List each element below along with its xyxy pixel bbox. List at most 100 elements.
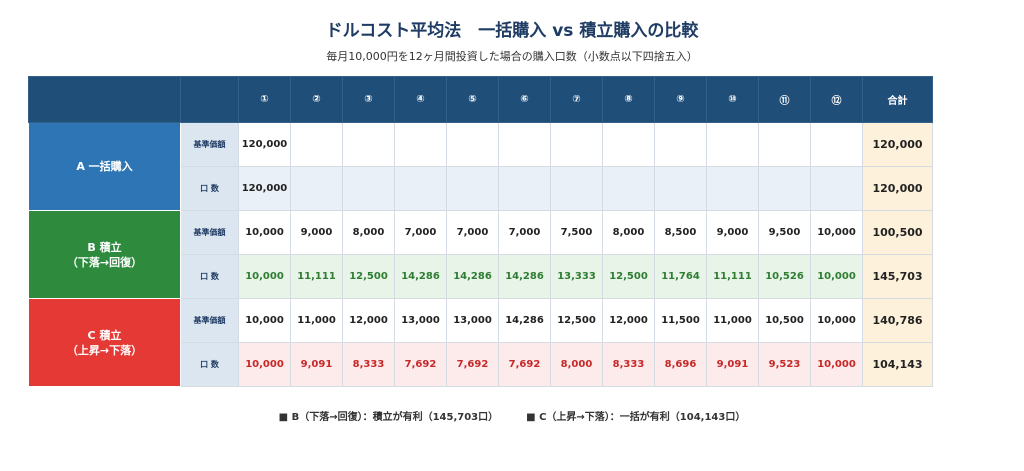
cell: 14,286 — [394, 254, 447, 299]
cell — [706, 122, 759, 167]
cell — [342, 122, 395, 167]
cell: 10,500 — [758, 298, 811, 343]
cell — [706, 166, 759, 211]
month-header: ⑫ — [810, 76, 863, 123]
cell: 12,500 — [342, 254, 395, 299]
cell: 13,000 — [446, 298, 499, 343]
row-label: 口 数 — [180, 254, 239, 299]
data-row: 口 数 120,000 120,000 — [29, 166, 933, 211]
cell: 9,000 — [706, 210, 759, 255]
notes: ■ B（下落→回復）：積立が有利（145,703口） ■ C（上昇→下落）：一括が… — [0, 408, 1024, 423]
cell: 120,000 — [238, 166, 291, 211]
header-cell — [28, 76, 181, 123]
subtitle: 毎月10,000円を12ヶ月間投資した場合の購入口数（小数点以下四捨五入） — [326, 50, 698, 63]
cell — [810, 166, 863, 211]
group-label: B 積立 （下落→回復） — [28, 210, 181, 299]
cell: 9,000 — [290, 210, 343, 255]
cell: 9,500 — [758, 210, 811, 255]
cell — [550, 122, 603, 167]
cell: 9,091 — [290, 342, 343, 387]
cell — [758, 122, 811, 167]
cell: 8,696 — [654, 342, 707, 387]
cell: 13,000 — [394, 298, 447, 343]
group-sublabel: （上昇→下落） — [66, 343, 143, 357]
group-name: C 積立 — [87, 328, 122, 342]
month-header: ① — [238, 76, 291, 123]
month-header: ⑩ — [706, 76, 759, 123]
month-header: ② — [290, 76, 343, 123]
group-label: C 積立 （上昇→下落） — [28, 298, 181, 387]
month-header: ⑤ — [446, 76, 499, 123]
cell: 8,333 — [342, 342, 395, 387]
month-header: ④ — [394, 76, 447, 123]
total-cell: 120,000 — [862, 166, 933, 211]
cell: 10,000 — [810, 254, 863, 299]
cell: 7,692 — [446, 342, 499, 387]
comparison-table: ① ② ③ ④ ⑤ ⑥ ⑦ ⑧ ⑨ ⑩ ⑪ ⑫ 合計 A 一括購入 基準価額 120,000 120,000 口 … — [28, 76, 933, 387]
data-row: B 積立 （下落→回復） 基準価額 10,000 9,000 8,000 7,000 7,00… — [28, 210, 933, 299]
cell: 14,286 — [446, 254, 499, 299]
cell — [654, 122, 707, 167]
total-cell: 100,500 — [862, 210, 933, 255]
cell: 10,000 — [238, 298, 291, 343]
cell: 14,286 — [498, 298, 551, 343]
cell — [290, 122, 343, 167]
month-header: ⑧ — [602, 76, 655, 123]
cell: 11,764 — [654, 254, 707, 299]
cell: 12,500 — [550, 298, 603, 343]
cell — [446, 122, 499, 167]
cell: 8,333 — [602, 342, 655, 387]
cell — [758, 166, 811, 211]
cell: 10,000 — [238, 254, 291, 299]
total-cell: 140,786 — [862, 298, 933, 343]
cell: 10,000 — [810, 298, 863, 343]
cell: 8,000 — [342, 210, 395, 255]
cell: 10,526 — [758, 254, 811, 299]
row-label: 基準価額 — [180, 122, 239, 167]
total-cell: 104,143 — [862, 342, 933, 387]
row-label: 口 数 — [180, 166, 239, 211]
cell — [602, 166, 655, 211]
cell: 7,000 — [498, 210, 551, 255]
cell: 14,286 — [498, 254, 551, 299]
month-header: ③ — [342, 76, 395, 123]
total-cell: 120,000 — [862, 122, 933, 167]
total-cell: 145,703 — [862, 254, 933, 299]
cell: 7,000 — [446, 210, 499, 255]
month-header: ⑥ — [498, 76, 551, 123]
cell: 11,111 — [706, 254, 759, 299]
cell: 13,333 — [550, 254, 603, 299]
group-sublabel: （下落→回復） — [66, 255, 143, 269]
note: ■ C（上昇→下落）：一括が有利（104,143口） — [526, 412, 746, 423]
cell: 9,091 — [706, 342, 759, 387]
group-name: A 一括購入 — [76, 160, 133, 173]
total-header: 合計 — [862, 76, 933, 123]
cell: 12,000 — [602, 298, 655, 343]
cell: 7,692 — [498, 342, 551, 387]
data-row: 口 数 10,000 9,091 8,333 7,692 7,692 7,692 8,000 8… — [29, 342, 933, 387]
cell: 120,000 — [238, 122, 291, 167]
group-label: A 一括購入 — [28, 122, 181, 211]
cell — [498, 166, 551, 211]
cell: 10,000 — [238, 342, 291, 387]
cell: 10,000 — [810, 342, 863, 387]
cell: 11,000 — [706, 298, 759, 343]
cell: 8,000 — [550, 342, 603, 387]
cell: 8,500 — [654, 210, 707, 255]
month-header: ⑦ — [550, 76, 603, 123]
data-row: A 一括購入 基準価額 120,000 120,000 — [28, 122, 933, 211]
cell — [342, 166, 395, 211]
cell: 7,692 — [394, 342, 447, 387]
cell: 11,111 — [290, 254, 343, 299]
month-header: ⑨ — [654, 76, 707, 123]
title: ドルコスト平均法 一括購入 vs 積立購入の比較 — [325, 21, 699, 41]
cell: 10,000 — [238, 210, 291, 255]
cell — [394, 166, 447, 211]
cell — [602, 122, 655, 167]
row-label: 基準価額 — [180, 210, 239, 255]
cell — [394, 122, 447, 167]
header-row: ① ② ③ ④ ⑤ ⑥ ⑦ ⑧ ⑨ ⑩ ⑪ ⑫ 合計 — [28, 76, 933, 123]
cell: 12,000 — [342, 298, 395, 343]
note: ■ B（下落→回復）：積立が有利（145,703口） — [278, 412, 499, 423]
